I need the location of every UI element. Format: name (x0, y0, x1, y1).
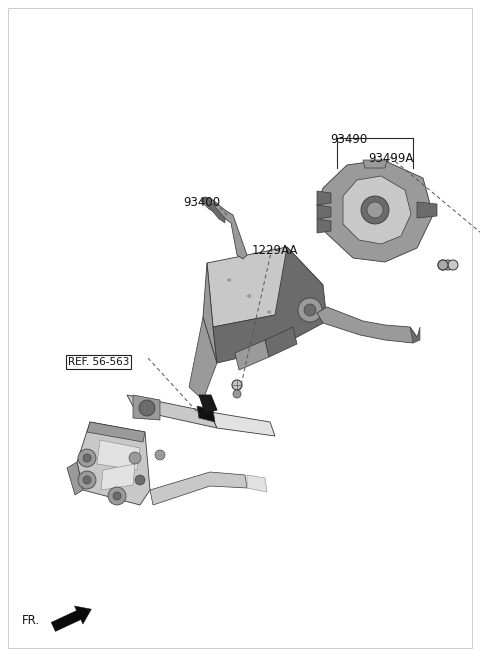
Polygon shape (317, 160, 433, 262)
Polygon shape (265, 327, 297, 357)
Polygon shape (317, 205, 331, 219)
Circle shape (155, 450, 165, 460)
Polygon shape (247, 475, 267, 492)
Circle shape (438, 260, 448, 270)
Polygon shape (317, 219, 331, 233)
Polygon shape (87, 422, 145, 442)
Circle shape (129, 452, 141, 464)
Circle shape (113, 492, 121, 500)
Polygon shape (363, 160, 387, 168)
Polygon shape (203, 263, 217, 363)
Polygon shape (410, 327, 420, 343)
Polygon shape (133, 395, 160, 420)
Circle shape (443, 260, 453, 270)
Text: REF. 56-563: REF. 56-563 (68, 357, 130, 367)
Circle shape (108, 487, 126, 505)
Circle shape (304, 304, 316, 316)
Polygon shape (101, 464, 135, 490)
Polygon shape (343, 176, 411, 244)
Polygon shape (150, 472, 247, 505)
Polygon shape (417, 202, 437, 218)
Polygon shape (247, 294, 251, 298)
Circle shape (78, 471, 96, 489)
Polygon shape (267, 310, 271, 314)
Circle shape (78, 449, 96, 467)
Text: FR.: FR. (22, 615, 40, 628)
Polygon shape (213, 247, 327, 363)
Circle shape (83, 476, 91, 484)
Circle shape (361, 196, 389, 224)
Text: 93499A: 93499A (368, 152, 413, 165)
Circle shape (232, 380, 242, 390)
Polygon shape (207, 247, 323, 327)
Polygon shape (197, 406, 215, 422)
Polygon shape (317, 307, 417, 343)
Polygon shape (227, 278, 231, 282)
Polygon shape (127, 395, 217, 428)
Circle shape (233, 390, 241, 398)
Circle shape (448, 260, 458, 270)
Circle shape (367, 202, 383, 218)
Text: 93400: 93400 (183, 196, 220, 209)
Polygon shape (201, 197, 247, 259)
Polygon shape (97, 440, 140, 470)
Text: 1229AA: 1229AA (252, 244, 299, 257)
Polygon shape (77, 422, 150, 505)
Circle shape (135, 475, 145, 485)
Polygon shape (189, 317, 217, 400)
Polygon shape (203, 197, 225, 223)
Polygon shape (67, 462, 83, 495)
Polygon shape (210, 412, 275, 436)
Circle shape (298, 298, 322, 322)
Polygon shape (51, 606, 91, 632)
Polygon shape (235, 340, 269, 370)
Text: 93490: 93490 (330, 133, 367, 146)
Circle shape (139, 400, 155, 416)
Circle shape (83, 454, 91, 462)
Circle shape (438, 260, 448, 270)
Polygon shape (199, 395, 217, 413)
Polygon shape (317, 191, 331, 205)
